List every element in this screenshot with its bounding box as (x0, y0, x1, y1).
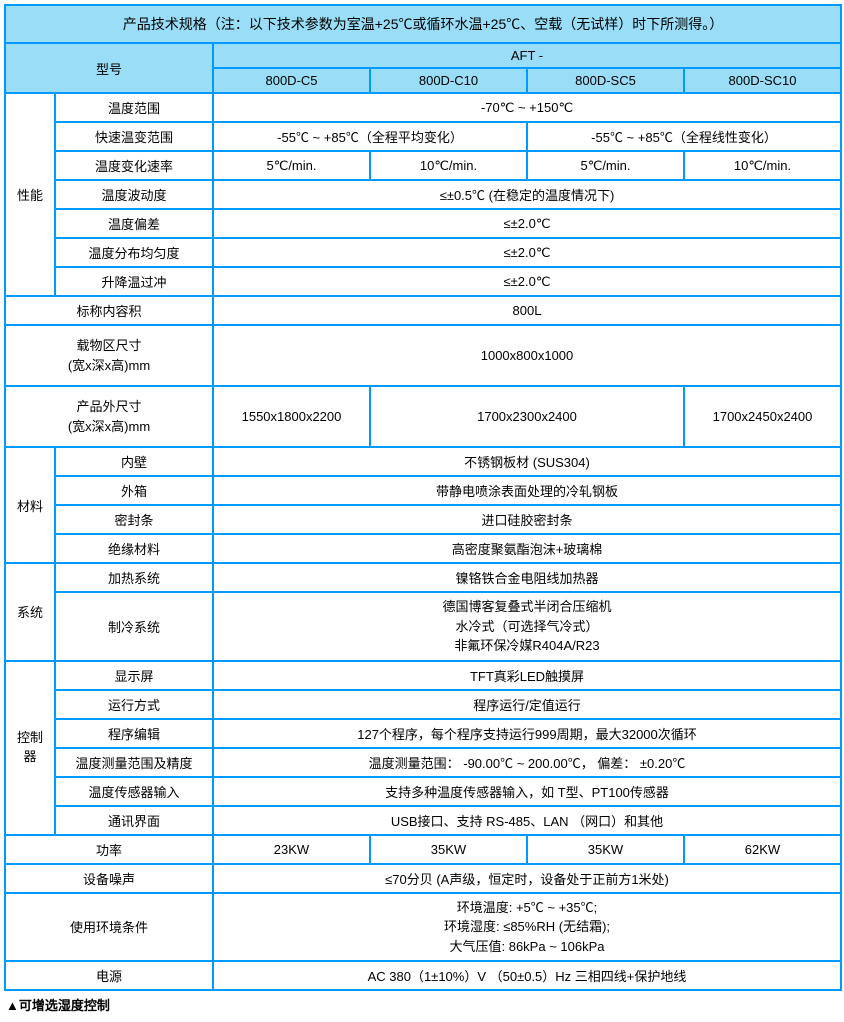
material-inner-label: 内壁 (55, 447, 213, 476)
controller-accuracy-value: 温度测量范围： -90.00℃ ~ 200.00℃， 偏差： ±0.20℃ (213, 748, 841, 777)
model-col-1: 800D-C10 (370, 68, 527, 93)
material-seal-label: 密封条 (55, 505, 213, 534)
material-inner-value: 不锈钢板材 (SUS304) (213, 447, 841, 476)
perf-change-rate-3: 10℃/min. (684, 151, 841, 180)
controller-accuracy-label: 温度测量范围及精度 (55, 748, 213, 777)
material-insulation-label: 绝缘材料 (55, 534, 213, 563)
perf-uniformity-label: 温度分布均匀度 (55, 238, 213, 267)
ext-size-label: 产品外尺寸(宽x深x高)mm (5, 386, 213, 447)
ext-size-v3: 1700x2450x2400 (684, 386, 841, 447)
perf-fluctuation-value: ≤±0.5℃ (在稳定的温度情况下) (213, 180, 841, 209)
power-v1: 35KW (370, 835, 527, 864)
nominal-volume-label: 标称内容积 (5, 296, 213, 325)
material-outer-label: 外箱 (55, 476, 213, 505)
model-label: 型号 (5, 43, 213, 93)
noise-label: 设备噪声 (5, 864, 213, 893)
power-v3: 62KW (684, 835, 841, 864)
env-label: 使用环境条件 (5, 893, 213, 962)
ext-size-v1: 1550x1800x2200 (213, 386, 370, 447)
controller-sensor-label: 温度传感器输入 (55, 777, 213, 806)
model-prefix: AFT - (213, 43, 841, 68)
perf-change-rate-0: 5℃/min. (213, 151, 370, 180)
system-group: 系统 (5, 563, 55, 661)
system-cooling-label: 制冷系统 (55, 592, 213, 661)
controller-sensor-value: 支持多种温度传感器输入，如 T型、PT100传感器 (213, 777, 841, 806)
perf-fast-change-label: 快速温变范围 (55, 122, 213, 151)
perf-change-rate-label: 温度变化速率 (55, 151, 213, 180)
perf-overshoot-value: ≤±2.0℃ (213, 267, 841, 296)
spec-table: 产品技术规格（注：以下技术参数为室温+25℃或循环水温+25℃、空载（无试样）时… (4, 4, 842, 991)
env-value: 环境温度: +5℃ ~ +35℃; 环境湿度: ≤85%RH (无结霜); 大气… (213, 893, 841, 962)
material-group: 材料 (5, 447, 55, 563)
material-insulation-value: 高密度聚氨酯泡沫+玻璃棉 (213, 534, 841, 563)
ext-size-v2: 1700x2300x2400 (370, 386, 684, 447)
footer-note: ▲可增选湿度控制 (4, 991, 840, 1018)
perf-change-rate-2: 5℃/min. (527, 151, 684, 180)
power-v0: 23KW (213, 835, 370, 864)
controller-program-value: 127个程序，每个程序支持运行999周期，最大32000次循环 (213, 719, 841, 748)
model-col-0: 800D-C5 (213, 68, 370, 93)
system-cooling-value: 德国博客复叠式半闭合压缩机 水冷式（可选择气冷式） 非氟环保冷媒R404A/R2… (213, 592, 841, 661)
controller-display-label: 显示屏 (55, 661, 213, 690)
env-l2: 环境湿度: ≤85%RH (无结霜); (444, 919, 610, 934)
controller-group-text: 控制器 (17, 729, 43, 765)
material-seal-value: 进口硅胶密封条 (213, 505, 841, 534)
perf-deviation-label: 温度偏差 (55, 209, 213, 238)
system-heating-label: 加热系统 (55, 563, 213, 592)
controller-program-label: 程序编辑 (55, 719, 213, 748)
perf-fast-change-left: -55℃ ~ +85℃（全程平均变化） (213, 122, 527, 151)
system-cooling-l2: 水冷式（可选择气冷式） (455, 619, 598, 634)
perf-change-rate-1: 10℃/min. (370, 151, 527, 180)
system-cooling-l3: 非氟环保冷媒R404A/R23 (454, 638, 599, 653)
env-l3: 大气压值: 86kPa ~ 106kPa (450, 939, 605, 954)
controller-comm-label: 通讯界面 (55, 806, 213, 835)
load-size-value: 1000x800x1000 (213, 325, 841, 386)
controller-group: 控制器 (5, 661, 55, 835)
perf-fluctuation-label: 温度波动度 (55, 180, 213, 209)
table-title: 产品技术规格（注：以下技术参数为室温+25℃或循环水温+25℃、空载（无试样）时… (5, 5, 841, 43)
perf-temp-range-label: 温度范围 (55, 93, 213, 122)
perf-deviation-value: ≤±2.0℃ (213, 209, 841, 238)
supply-value: AC 380（1±10%）V （50±0.5）Hz 三相四线+保护地线 (213, 961, 841, 990)
model-col-3: 800D-SC10 (684, 68, 841, 93)
env-l1: 环境温度: +5℃ ~ +35℃; (457, 900, 598, 915)
perf-temp-range-value: -70℃ ~ +150℃ (213, 93, 841, 122)
controller-display-value: TFT真彩LED触摸屏 (213, 661, 841, 690)
perf-uniformity-value: ≤±2.0℃ (213, 238, 841, 267)
supply-label: 电源 (5, 961, 213, 990)
nominal-volume-value: 800L (213, 296, 841, 325)
controller-run-mode-label: 运行方式 (55, 690, 213, 719)
noise-value: ≤70分贝 (A声级，恒定时，设备处于正前方1米处) (213, 864, 841, 893)
controller-run-mode-value: 程序运行/定值运行 (213, 690, 841, 719)
load-size-label: 载物区尺寸(宽x深x高)mm (5, 325, 213, 386)
power-v2: 35KW (527, 835, 684, 864)
system-heating-value: 镍铬铁合金电阻线加热器 (213, 563, 841, 592)
power-label: 功率 (5, 835, 213, 864)
system-cooling-l1: 德国博客复叠式半闭合压缩机 (442, 599, 611, 614)
material-outer-value: 带静电喷涂表面处理的冷轧钢板 (213, 476, 841, 505)
perf-overshoot-label: 升降温过冲 (55, 267, 213, 296)
perf-group: 性能 (5, 93, 55, 296)
controller-comm-value: USB接口、支持 RS-485、LAN （网口）和其他 (213, 806, 841, 835)
perf-fast-change-right: -55℃ ~ +85℃（全程线性变化） (527, 122, 841, 151)
model-col-2: 800D-SC5 (527, 68, 684, 93)
